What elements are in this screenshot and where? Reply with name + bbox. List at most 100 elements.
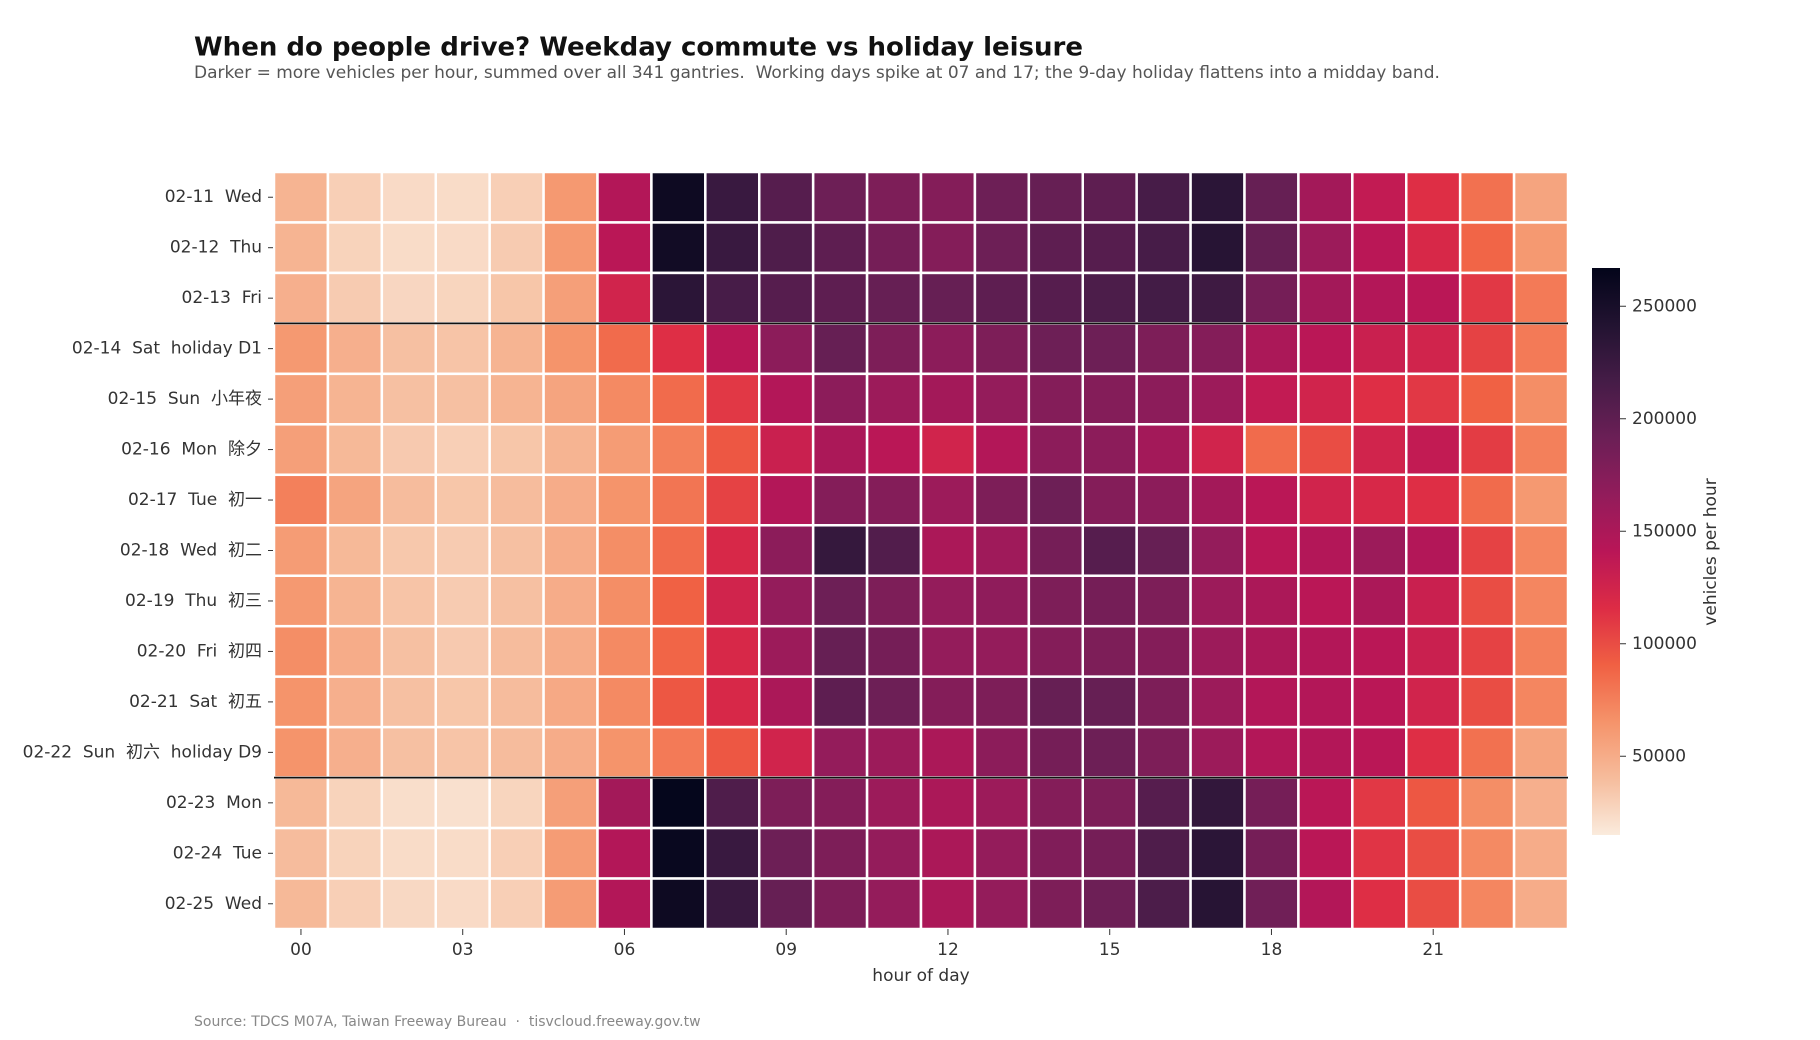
heat-cell	[1297, 322, 1354, 376]
heat-cell	[542, 624, 599, 678]
chart-title: When do people drive? Weekday commute vs…	[194, 33, 1083, 63]
source-note: Source: TDCS M07A, Taiwan Freeway Bureau…	[194, 1014, 701, 1030]
heat-cell	[1405, 574, 1462, 628]
heat-cell	[865, 524, 923, 577]
heat-cell	[1243, 221, 1300, 275]
heat-cell	[1405, 221, 1462, 275]
y-tick-label: 02-18 Wed 初二	[120, 541, 262, 561]
heat-cell	[272, 473, 330, 527]
heat-cell	[1351, 877, 1408, 931]
heat-cell	[1512, 372, 1570, 426]
heat-cell	[811, 473, 869, 527]
heat-cell	[919, 574, 977, 628]
heat-cell	[1027, 221, 1085, 275]
heat-cell	[434, 877, 491, 931]
heat-cell	[1458, 826, 1516, 880]
heat-cell	[1135, 271, 1192, 325]
heat-cell	[488, 776, 545, 830]
heat-cell	[380, 574, 438, 628]
heat-cell	[704, 271, 761, 325]
heat-cell	[1351, 170, 1408, 224]
heat-cell	[865, 221, 923, 275]
heat-cell	[1351, 423, 1408, 477]
heat-cell	[1297, 524, 1354, 577]
heat-cell	[1405, 372, 1462, 426]
heat-cell	[1081, 473, 1138, 527]
heat-cell	[811, 372, 869, 426]
heat-cell	[596, 675, 653, 729]
heat-cell	[1135, 877, 1192, 931]
heat-cell	[811, 271, 869, 325]
heat-cell	[380, 725, 438, 779]
y-tick-label: 02-25 Wed	[165, 894, 262, 914]
heat-cell	[650, 524, 707, 577]
heat-cell	[1458, 271, 1516, 325]
heat-cell	[1458, 473, 1516, 527]
heat-cell	[1189, 826, 1246, 880]
heat-cell	[1351, 473, 1408, 527]
heat-cell	[1027, 372, 1085, 426]
heat-cell	[758, 826, 815, 880]
heat-cell	[272, 776, 330, 830]
heat-cell	[919, 877, 977, 931]
heat-cell	[704, 322, 761, 376]
heat-cell	[434, 372, 491, 426]
heat-cell	[380, 372, 438, 426]
heat-cell	[811, 423, 869, 477]
heat-cell	[650, 574, 707, 628]
heat-cell	[1135, 221, 1192, 275]
heat-cell	[919, 372, 977, 426]
heat-cell	[326, 221, 384, 275]
heat-cell	[1458, 372, 1516, 426]
heat-cell	[434, 826, 491, 880]
heat-cell	[650, 826, 707, 880]
heat-cell	[272, 725, 330, 779]
heat-cell	[542, 170, 599, 224]
heat-cell	[488, 271, 545, 325]
heat-cell	[1189, 675, 1246, 729]
colorbar-label: vehicles per hour	[1701, 478, 1721, 625]
heat-cell	[1027, 271, 1085, 325]
heat-cell	[1405, 624, 1462, 678]
heat-cell	[865, 473, 923, 527]
heat-cell	[488, 877, 545, 931]
heat-cell	[542, 826, 599, 880]
heat-cell	[973, 271, 1031, 325]
heat-cell	[1243, 473, 1300, 527]
heat-cell	[1189, 624, 1246, 678]
heat-cell	[865, 574, 923, 628]
heat-cell	[434, 473, 491, 527]
colorbar-tick-label: 200000	[1632, 409, 1697, 429]
heat-cell	[596, 877, 653, 931]
heat-cell	[1405, 423, 1462, 477]
heat-cell	[326, 624, 384, 678]
heat-cell	[973, 574, 1031, 628]
heat-cell	[596, 372, 653, 426]
heat-cell	[1135, 372, 1192, 426]
heat-cell	[1512, 322, 1570, 376]
heat-cell	[973, 624, 1031, 678]
heat-cell	[865, 725, 923, 779]
heat-cell	[434, 574, 491, 628]
heat-cell	[811, 675, 869, 729]
heat-cell	[919, 221, 977, 275]
heat-cell	[272, 170, 330, 224]
heat-cell	[811, 524, 869, 577]
heat-cell	[1351, 322, 1408, 376]
y-tick-label: 02-23 Mon	[166, 793, 262, 813]
heat-cell	[650, 877, 707, 931]
heat-cell	[1351, 776, 1408, 830]
x-tick-label: 21	[1422, 940, 1444, 960]
heat-cell	[811, 877, 869, 931]
heat-cell	[1243, 776, 1300, 830]
heat-cell	[1135, 776, 1192, 830]
heat-cell	[272, 322, 330, 376]
heat-cell	[542, 725, 599, 779]
heat-cell	[380, 271, 438, 325]
heat-cell	[1458, 221, 1516, 275]
heat-cell	[1297, 221, 1354, 275]
y-tick-label: 02-22 Sun 初六 holiday D9	[23, 742, 262, 762]
heat-cell	[488, 473, 545, 527]
heat-cell	[596, 524, 653, 577]
